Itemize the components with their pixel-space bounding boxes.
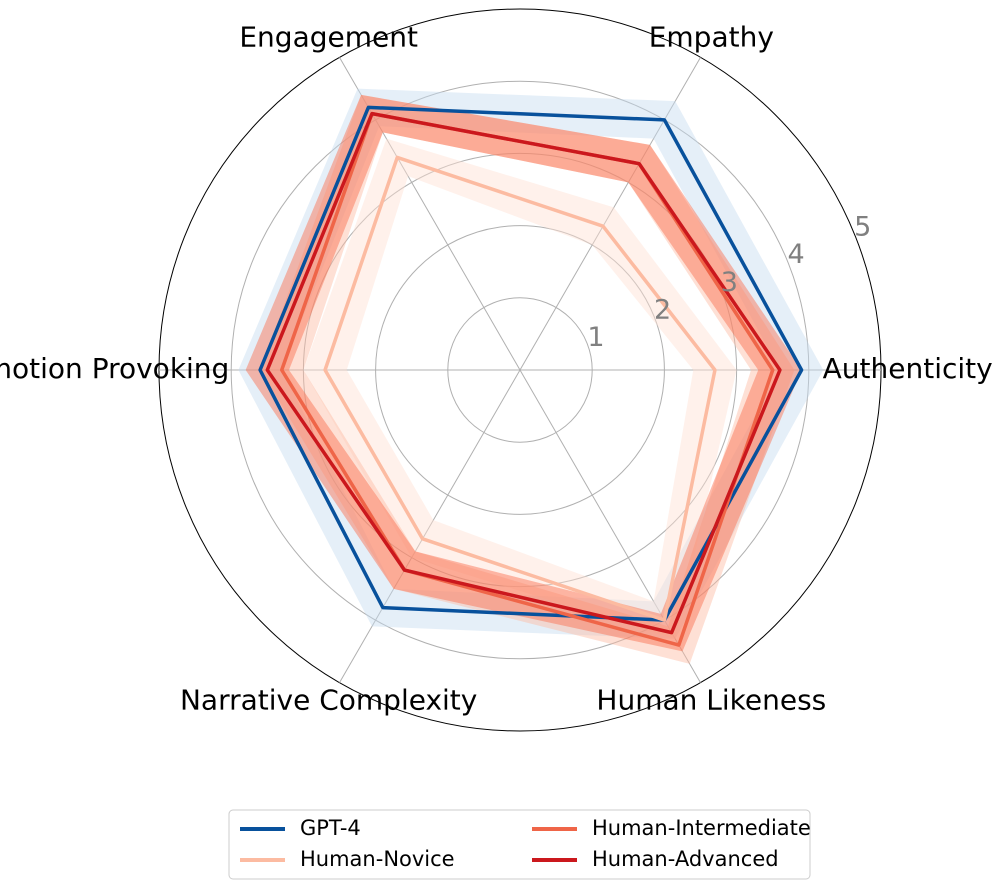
radar-grid (158, 8, 882, 732)
radial-tick-labels: 1 2 3 4 5 (587, 212, 871, 354)
legend-label: GPT-4 (300, 816, 361, 840)
axis-label: Engagement (239, 21, 418, 54)
radial-tick-label: 3 (721, 267, 738, 298)
axis-label: Human Likeness (596, 683, 826, 716)
radial-tick-label: 5 (854, 212, 871, 243)
legend-label: Human-Intermediate (592, 816, 811, 840)
grid-spoke (519, 57, 701, 371)
legend-frame (228, 809, 811, 880)
series-line (265, 111, 782, 635)
series-bands (238, 88, 824, 664)
series-line (323, 155, 717, 622)
axis-label: Narrative Complexity (180, 683, 477, 716)
series-band (303, 138, 737, 639)
series-lines (258, 105, 804, 647)
legend: GPT-4 Human-Novice Human-Intermediate Human… (228, 809, 811, 880)
legend-label: Human-Novice (300, 847, 455, 871)
grid-spoke (339, 57, 521, 371)
axis-label: Emotion Provoking (0, 352, 229, 385)
grid-spoke (339, 369, 521, 683)
grid-spoke (519, 369, 701, 683)
series-band (245, 94, 802, 652)
radial-tick-label: 2 (654, 294, 671, 325)
axis-labels: Authenticity Empathy Engagement Emotion Pro… (0, 21, 993, 717)
radial-tick-label: 1 (587, 322, 604, 353)
radial-tick-label: 4 (787, 239, 804, 270)
legend-label: Human-Advanced (592, 847, 779, 871)
series-band (260, 94, 795, 664)
axis-label: Empathy (649, 21, 774, 54)
axis-label: Authenticity (823, 352, 993, 385)
